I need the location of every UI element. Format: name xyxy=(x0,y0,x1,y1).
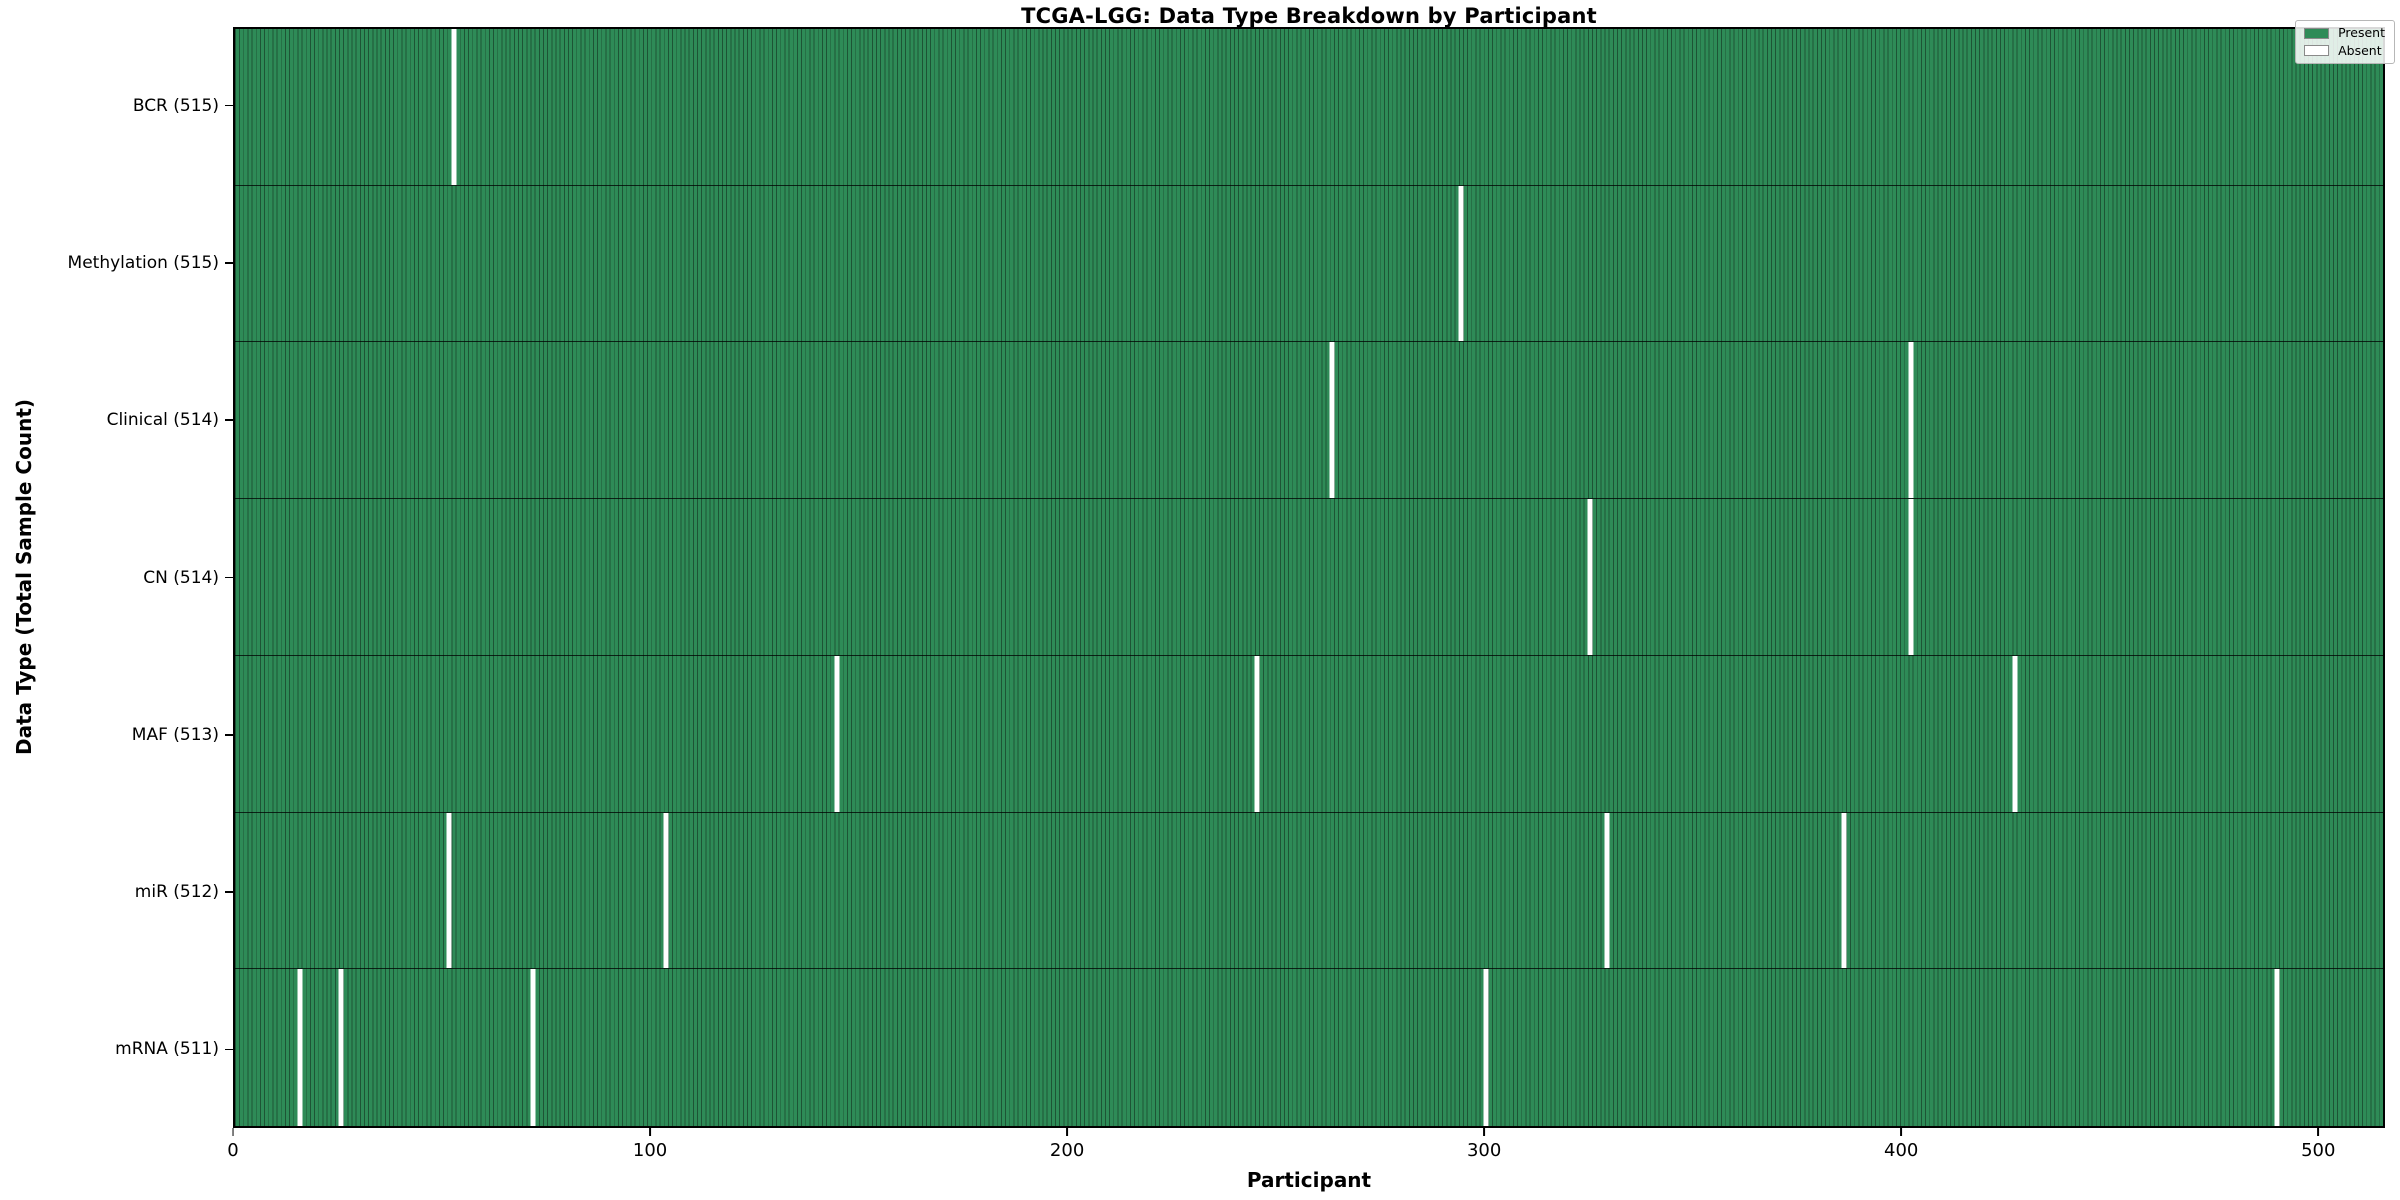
heatmap-row-clinical xyxy=(235,342,2383,500)
x-tick-label: 500 xyxy=(2301,1140,2336,1161)
absent-gap xyxy=(834,655,840,812)
x-tick-400: 400 xyxy=(1884,1128,1918,1161)
y-tick-label: MAF (513) xyxy=(131,724,219,745)
absent-gap xyxy=(1908,499,1914,655)
x-tick-500: 500 xyxy=(2301,1128,2335,1161)
legend-swatch-present xyxy=(2304,27,2330,39)
legend-item-absent: Absent xyxy=(2304,42,2385,58)
y-tick-label: mRNA (511) xyxy=(115,1039,219,1060)
legend-label: Present xyxy=(2338,25,2385,40)
absent-gap xyxy=(451,29,457,185)
x-axis-label: Participant xyxy=(1246,1168,1372,1192)
x-tick-mark xyxy=(1483,1128,1485,1136)
plot-area xyxy=(233,27,2385,1128)
x-tick-label: 400 xyxy=(1884,1140,1919,1161)
x-tick-mark xyxy=(232,1128,234,1136)
absent-gap xyxy=(1329,342,1335,499)
absent-gap xyxy=(1483,969,1489,1126)
absent-gap xyxy=(446,812,452,969)
absent-gap xyxy=(1841,812,1847,969)
x-tick-0: 0 xyxy=(227,1128,239,1161)
x-tick-mark xyxy=(1066,1128,1068,1136)
legend: Present Absent xyxy=(2295,20,2395,64)
absent-gap xyxy=(338,969,344,1126)
x-axis-ticks: 0 100 200 300 400 500 xyxy=(227,1128,2385,1178)
absent-gap xyxy=(1458,185,1464,342)
y-axis-ticks: BCR (515) Methylation (515) Clinical (514)… xyxy=(0,27,233,1128)
x-tick-mark xyxy=(649,1128,651,1136)
x-tick-label: 300 xyxy=(1466,1140,1502,1161)
legend-label: Absent xyxy=(2338,42,2382,58)
heatmap-row-cn xyxy=(235,499,2383,656)
heatmap-row-methylation xyxy=(235,185,2383,343)
x-tick-label: 100 xyxy=(632,1140,668,1161)
y-tick-mark xyxy=(225,891,233,893)
y-tick-label: Methylation (515) xyxy=(67,252,219,273)
y-tick-mark xyxy=(225,734,233,736)
x-tick-300: 300 xyxy=(1467,1128,1501,1161)
y-tick-label: miR (512) xyxy=(134,882,219,903)
heatmap-row-bcr xyxy=(235,29,2383,186)
y-tick-label: CN (514) xyxy=(143,567,219,588)
x-tick-label: 200 xyxy=(1049,1140,1085,1161)
absent-gap xyxy=(530,969,536,1126)
y-tick-label: BCR (515) xyxy=(132,95,219,116)
absent-gap xyxy=(2274,969,2280,1126)
absent-gap xyxy=(1587,499,1593,655)
absent-gap xyxy=(1604,812,1610,969)
y-tick-mark xyxy=(225,419,233,421)
absent-gap xyxy=(1254,655,1260,812)
x-tick-label: 0 xyxy=(227,1140,239,1161)
x-tick-mark xyxy=(2317,1128,2320,1136)
legend-item-present: Present xyxy=(2304,25,2385,40)
y-tick-mark xyxy=(225,104,233,107)
heatmap-row-mir xyxy=(235,812,2383,970)
x-tick-200: 200 xyxy=(1050,1128,1084,1161)
absent-gap xyxy=(663,812,669,969)
y-tick-mark xyxy=(225,262,233,264)
heatmap-row-mrna xyxy=(235,969,2383,1126)
absent-gap xyxy=(1908,342,1914,499)
y-tick-mark xyxy=(225,576,233,579)
heatmap-row-maf xyxy=(235,655,2383,813)
absent-gap xyxy=(2012,655,2018,812)
y-tick-label: Clinical (514) xyxy=(106,410,219,431)
y-tick-mark xyxy=(225,1048,233,1051)
legend-swatch-absent xyxy=(2304,45,2330,57)
x-tick-mark xyxy=(1900,1128,1902,1136)
absent-gap xyxy=(297,969,303,1126)
chart-title: TCGA-LGG: Data Type Breakdown by Partici… xyxy=(1021,4,1597,28)
x-tick-100: 100 xyxy=(633,1128,667,1161)
